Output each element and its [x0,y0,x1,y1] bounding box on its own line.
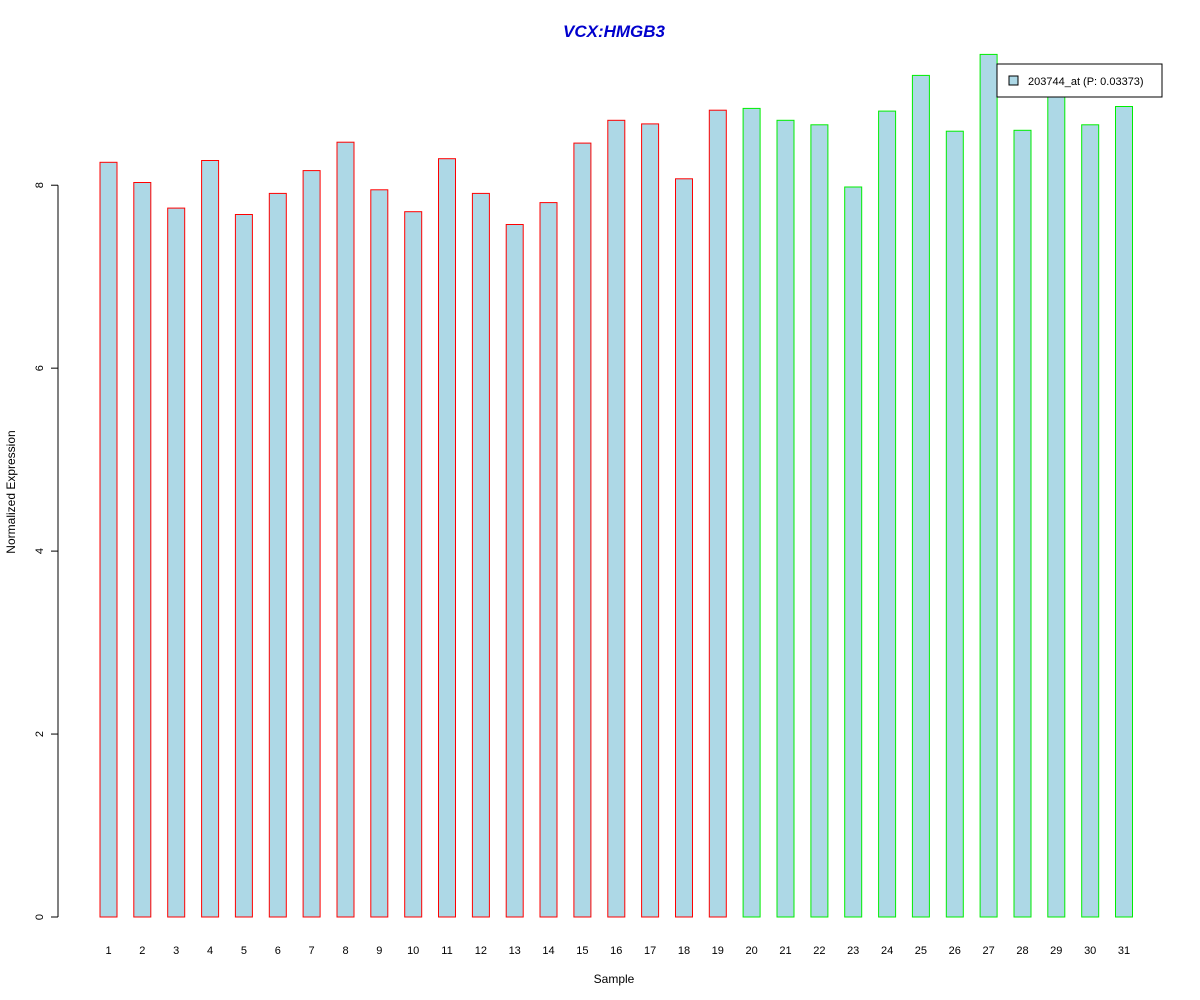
bar-sample-26 [945,130,964,918]
bar-sample-18 [675,178,693,918]
legend-entry-label: 203744_at (P: 0.03373) [1028,76,1144,88]
x-tick-label: 2 [139,945,145,957]
x-tick-label: 28 [1016,945,1028,957]
bar-sample-11 [438,158,456,918]
x-tick-label: 3 [173,945,179,957]
bar-sample-2 [133,182,152,918]
x-tick-label: 31 [1118,945,1130,957]
y-tick-label: 4 [34,548,46,554]
x-tick-label: 22 [813,945,825,957]
bar-sample-13 [505,224,524,918]
legend-swatch [1008,75,1019,86]
bar-sample-10 [404,211,423,918]
bar-sample-4 [201,160,220,918]
bar-sample-19 [708,109,727,918]
bar-sample-6 [268,192,287,918]
bar-sample-29 [1047,95,1066,918]
x-tick-label: 26 [949,945,961,957]
x-tick-label: 5 [241,945,247,957]
bar-sample-31 [1115,106,1133,918]
x-tick-label: 7 [309,945,315,957]
bar-sample-23 [844,186,863,918]
x-tick-label: 25 [915,945,927,957]
bar-sample-16 [607,119,626,918]
bar-sample-30 [1081,124,1100,918]
x-tick-label: 13 [509,945,521,957]
x-tick-label: 19 [712,945,724,957]
bar-sample-7 [302,170,321,918]
x-tick-label: 10 [407,945,419,957]
x-axis-label: Sample [594,972,635,986]
bar-sample-5 [234,214,253,918]
x-tick-label: 16 [610,945,622,957]
x-tick-label: 12 [475,945,487,957]
bar-sample-22 [810,124,829,918]
x-tick-label: 30 [1084,945,1096,957]
bar-sample-24 [878,110,897,918]
bar-sample-1 [99,161,118,918]
x-tick-label: 17 [644,945,656,957]
y-axis: 0 2 4 6 8 [34,182,59,920]
x-tick-label: 23 [847,945,859,957]
bar-sample-27 [979,53,998,918]
chart-title: VCX:HMGB3 [563,22,666,41]
x-tick-label: 9 [376,945,382,957]
x-tick-labels: 1 2 3 4 5 6 7 8 9 10 11 12 13 14 15 16 17 18 19 20 21 22 23 24 2… [105,945,1130,957]
bar-sample-8 [336,141,355,918]
legend: 203744_at (P: 0.03373) [996,63,1163,98]
x-tick-label: 8 [342,945,348,957]
bar-sample-17 [641,123,660,918]
x-tick-label: 27 [982,945,994,957]
x-tick-label: 1 [105,945,111,957]
legend-box [996,63,1163,98]
x-tick-label: 15 [576,945,588,957]
x-tick-label: 24 [881,945,893,957]
y-axis-label: Normalized Expression [4,430,18,553]
y-tick-label: 0 [34,914,46,920]
x-tick-label: 6 [275,945,281,957]
bar-sample-25 [911,74,930,918]
x-tick-label: 20 [745,945,757,957]
x-tick-label: 11 [441,945,452,957]
x-tick-label: 29 [1050,945,1062,957]
bar-sample-9 [370,189,389,918]
bar-sample-14 [539,202,558,918]
bar-sample-21 [776,119,795,918]
x-tick-label: 14 [542,945,554,957]
bar-sample-28 [1013,129,1032,918]
x-tick-label: 4 [207,945,213,957]
bar-sample-20 [742,107,761,918]
x-tick-label: 21 [779,945,791,957]
bar-sample-3 [167,207,186,918]
bar-sample-15 [573,142,592,918]
y-tick-label: 6 [34,365,46,371]
bars-group [99,53,1133,918]
y-tick-label: 8 [34,182,46,188]
y-tick-label: 2 [34,731,46,737]
x-tick-label: 18 [678,945,690,957]
bar-sample-12 [471,192,490,918]
